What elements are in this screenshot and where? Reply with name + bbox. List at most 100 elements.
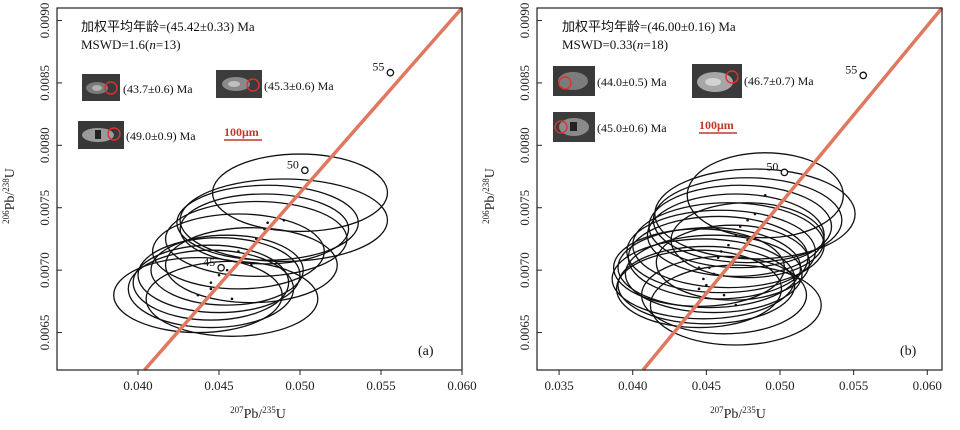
panel-b-center-dot-8 bbox=[719, 250, 723, 253]
panel-b-y-tick-label-1: 0.0065 bbox=[517, 315, 532, 351]
panel-a-error-ellipse-7 bbox=[164, 227, 338, 304]
panel-b-frame bbox=[536, 7, 943, 371]
panel-a-center-dot-2 bbox=[282, 218, 286, 222]
panel-a-age-label-50: 50 bbox=[287, 157, 299, 171]
panel-a-label: (a) bbox=[418, 344, 434, 359]
panel-a-y-tick-label-4: 0.0080 bbox=[37, 127, 52, 163]
panel-a-frame bbox=[56, 7, 463, 371]
panel-b-center-dot-4 bbox=[738, 225, 742, 228]
panel-b-center-dot-16 bbox=[697, 287, 701, 291]
panel-b-title-line1: 加权平均年龄=(46.00±0.16) Ma bbox=[562, 19, 736, 34]
panel-b-x-axis-title: 207Pb/235U bbox=[710, 405, 766, 422]
panel-a-center-dot-7 bbox=[250, 263, 253, 267]
panel-a-center-dot-6 bbox=[237, 250, 240, 253]
panel-a-y-ticks: 0.0065 0.0070 0.0075 0.0080 0.0085 0.0090 bbox=[37, 3, 62, 350]
panel-b-grain-2-age: (46.7±0.7) Ma bbox=[744, 74, 814, 88]
panel-a-y-axis-title: 206Pb/238U bbox=[1, 168, 18, 224]
panel-b-y-tick-label-3: 0.0075 bbox=[517, 190, 532, 226]
panel-b-error-ellipse-16 bbox=[615, 249, 783, 329]
panel-b-y-tick-label-2: 0.0070 bbox=[517, 252, 532, 288]
panel-b-x-tick-label-3: 0.045 bbox=[692, 378, 721, 393]
panel-a-y-tick-label-3: 0.0075 bbox=[37, 190, 52, 226]
panel-b-y-ticks: 0.0065 0.0070 0.0075 0.0080 0.0085 0.0090 bbox=[517, 3, 542, 351]
panel-a-center-dot-9 bbox=[217, 273, 221, 277]
panel-a-y-tick-label-2: 0.0070 bbox=[37, 252, 52, 288]
panel-a-x-tick-label-1: 0.040 bbox=[123, 378, 152, 393]
panel-a-error-ellipse-13 bbox=[113, 257, 283, 334]
panel-a-center-dot-5 bbox=[263, 227, 266, 231]
panel-a-error-ellipse-6 bbox=[151, 213, 325, 290]
panel-a-age-label-45: 45 bbox=[203, 255, 215, 269]
panel-b-center-dot-11 bbox=[708, 266, 711, 269]
panel-b-y-tick-label-6: 0.0090 bbox=[517, 3, 532, 39]
panel-b-x-tick-label-1: 0.035 bbox=[544, 378, 573, 393]
panel-a-error-ellipse-4 bbox=[164, 200, 348, 278]
panel-b-y-tick-label-4: 0.0080 bbox=[517, 127, 532, 163]
panel-a-y-tick-label-5: 0.0085 bbox=[37, 65, 52, 101]
panel-b-age-markers: 50 55 bbox=[766, 62, 868, 177]
panel-a-error-ellipse-10 bbox=[132, 244, 290, 321]
panel-b-center-dot-7 bbox=[727, 243, 730, 247]
panel-a-center-dot-13 bbox=[196, 293, 200, 297]
panel-b-center-dot-12 bbox=[712, 272, 716, 276]
panel-a-x-tick-label-5: 0.060 bbox=[447, 378, 476, 393]
panel-b-center-dot-1 bbox=[763, 193, 767, 197]
panel-b-center-dot-9 bbox=[716, 256, 720, 259]
panel-a-x-tick-label-4: 0.055 bbox=[366, 378, 395, 393]
panel-b-center-dot-15 bbox=[705, 283, 708, 287]
panel-b-error-ellipse-8 bbox=[626, 209, 816, 294]
panel-a-error-ellipse-2 bbox=[179, 178, 389, 263]
panel-a-scale-bar-label: 100μm bbox=[224, 125, 259, 139]
panel-a-age-marker-55 bbox=[386, 68, 395, 77]
panel-a-concordia-line bbox=[143, 6, 464, 372]
panel-b-age-marker-55 bbox=[859, 71, 868, 80]
panel-a-grain-2-age: (45.3±0.6) Ma bbox=[264, 79, 334, 93]
panel-a-center-dot-10 bbox=[209, 281, 213, 284]
panel-b-error-ellipse-13 bbox=[612, 228, 786, 307]
panel-b-age-marker-50 bbox=[780, 168, 789, 177]
panel-b-center-dot-13 bbox=[697, 266, 701, 269]
panel-a-grain-3-age: (49.0±0.9) Ma bbox=[126, 129, 196, 143]
panel-b-y-axis-title: 206Pb/238U bbox=[481, 168, 498, 224]
panel-a-age-label-55: 55 bbox=[372, 60, 384, 74]
panel-a-x-ticks: 0.040 0.045 0.050 0.055 0.060 bbox=[123, 370, 477, 393]
panel-a-error-ellipse-8 bbox=[150, 234, 304, 306]
panel-a-error-ellipse-9 bbox=[137, 237, 301, 314]
panel-a-title-line1: 加权平均年龄=(45.42±0.33) Ma bbox=[81, 19, 255, 34]
panel-b-error-ellipse-1 bbox=[686, 152, 844, 239]
panel-b-scale-bar-label: 100μm bbox=[699, 118, 734, 132]
panel-b-error-ellipse-17 bbox=[640, 255, 808, 335]
panel-b-x-tick-label-2: 0.040 bbox=[618, 378, 647, 393]
panel-a-age-marker-45 bbox=[217, 263, 225, 272]
panel-b-center-dot-18 bbox=[734, 303, 738, 307]
panel-b-grain-1-age: (44.0±0.5) Ma bbox=[597, 75, 667, 89]
panel-a-age-markers: 45 50 55 bbox=[203, 60, 395, 272]
panel-b-grain-1 bbox=[553, 66, 595, 96]
panel-b-x-tick-label-4: 0.050 bbox=[765, 378, 794, 393]
panel-b-grain-2 bbox=[692, 64, 742, 98]
panel-b-y-tick-label-5: 0.0085 bbox=[517, 65, 532, 101]
panel-b-age-label-50: 50 bbox=[766, 159, 778, 173]
panel-b-title-line2: MSWD=0.33(n=18) bbox=[562, 37, 668, 52]
panel-a-ellipses bbox=[113, 153, 389, 337]
panel-b-center-dot-17 bbox=[722, 293, 726, 297]
panel-b-x-tick-label-6: 0.060 bbox=[913, 378, 942, 393]
panel-a-grain-2 bbox=[216, 70, 262, 98]
panel-b-error-ellipse-10 bbox=[655, 224, 811, 301]
panel-b-center-dot-14 bbox=[702, 277, 705, 281]
panel-a-center-dot-8 bbox=[225, 268, 229, 272]
panel-a-grain-1-age: (43.7±0.6) Ma bbox=[123, 82, 193, 96]
panel-b-error-ellipse-12 bbox=[624, 234, 803, 314]
panel-a-center-dot-3 bbox=[266, 221, 269, 225]
panel-a-center-dot-11 bbox=[209, 287, 213, 291]
panel-b-error-ellipse-14 bbox=[611, 238, 796, 320]
panel-a-title-line2: MSWD=1.6(n=13) bbox=[81, 37, 181, 52]
panel-a-error-ellipse-11 bbox=[127, 249, 295, 329]
panel-b-concordia-line bbox=[641, 6, 944, 372]
panel-a-x-tick-label-2: 0.045 bbox=[204, 378, 233, 393]
panel-b-grain-3 bbox=[553, 112, 595, 142]
panel-a-age-marker-50 bbox=[301, 166, 309, 175]
panel-b-label: (b) bbox=[900, 344, 917, 359]
